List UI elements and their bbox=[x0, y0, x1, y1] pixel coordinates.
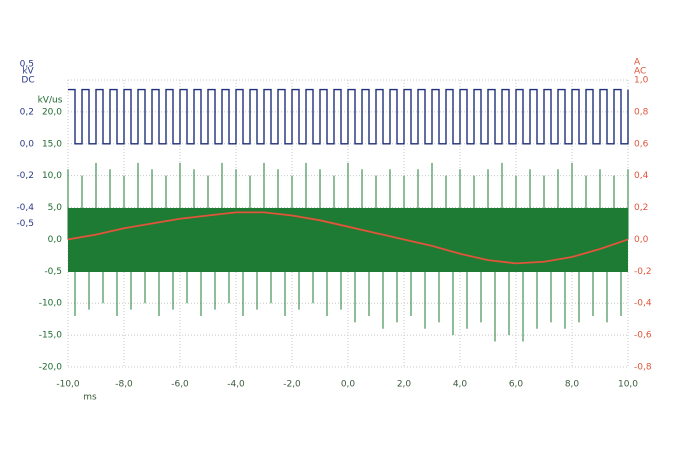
y2-tick-label: -0,6 bbox=[634, 331, 652, 341]
y2-tick-label: 0,0 bbox=[634, 235, 649, 245]
y3-tick-label: -0,2 bbox=[16, 171, 34, 181]
y-tick-label: 20,0 bbox=[42, 107, 62, 117]
y2-tick-label: 0,4 bbox=[634, 171, 649, 181]
x-tick-label: 8,0 bbox=[565, 380, 580, 390]
y-tick-label: 5,0 bbox=[48, 203, 63, 213]
x-tick-label: 0,0 bbox=[341, 380, 356, 390]
x-tick-label: -4,0 bbox=[227, 380, 245, 390]
y-tick-label: -15,0 bbox=[39, 331, 63, 341]
y3-tick-label: 0,0 bbox=[20, 139, 35, 149]
y2-tick-label: 0,2 bbox=[634, 203, 648, 213]
x-tick-label: -6,0 bbox=[171, 380, 189, 390]
y2-tick-label: 0,8 bbox=[634, 107, 649, 117]
y-tick-label: 15,0 bbox=[42, 139, 62, 149]
y2-tick-label: -0,2 bbox=[634, 267, 652, 277]
y-tick-label: -0,5 bbox=[44, 267, 62, 277]
y-unit: kV/us bbox=[38, 96, 63, 106]
y3-tick-label: -0,5 bbox=[16, 219, 34, 229]
y-tick-label: -20,0 bbox=[39, 363, 63, 373]
x-tick-label: 4,0 bbox=[453, 380, 468, 390]
x-tick-label: 6,0 bbox=[509, 380, 524, 390]
trace bbox=[68, 88, 629, 145]
y2-tick-label: -0,8 bbox=[634, 363, 652, 373]
y2-unit: AC bbox=[634, 67, 646, 77]
y2-unit: A bbox=[634, 58, 641, 68]
y2-tick-label: 0,6 bbox=[634, 139, 649, 149]
x-tick-label: -8,0 bbox=[115, 380, 133, 390]
y3-tick-label: 0,2 bbox=[20, 107, 34, 117]
y3-unit: kV bbox=[22, 67, 34, 77]
y-tick-label: 0,0 bbox=[48, 235, 63, 245]
trace bbox=[67, 211, 629, 265]
x-unit: ms bbox=[83, 393, 97, 403]
x-tick-label: 2,0 bbox=[397, 380, 412, 390]
x-tick-label: -2,0 bbox=[283, 380, 301, 390]
x-tick-label: -10,0 bbox=[56, 380, 80, 390]
y3-tick-label: 0,5 bbox=[20, 60, 34, 70]
y3-unit: DC bbox=[21, 76, 34, 86]
y-tick-label: 10,0 bbox=[42, 171, 62, 181]
y2-tick-label: 1,0 bbox=[634, 76, 649, 86]
y2-tick-label: -0,4 bbox=[634, 299, 652, 309]
x-tick-label: 10,0 bbox=[618, 380, 638, 390]
y-tick-label: -10,0 bbox=[39, 299, 63, 309]
y3-tick-label: -0,4 bbox=[16, 203, 34, 213]
